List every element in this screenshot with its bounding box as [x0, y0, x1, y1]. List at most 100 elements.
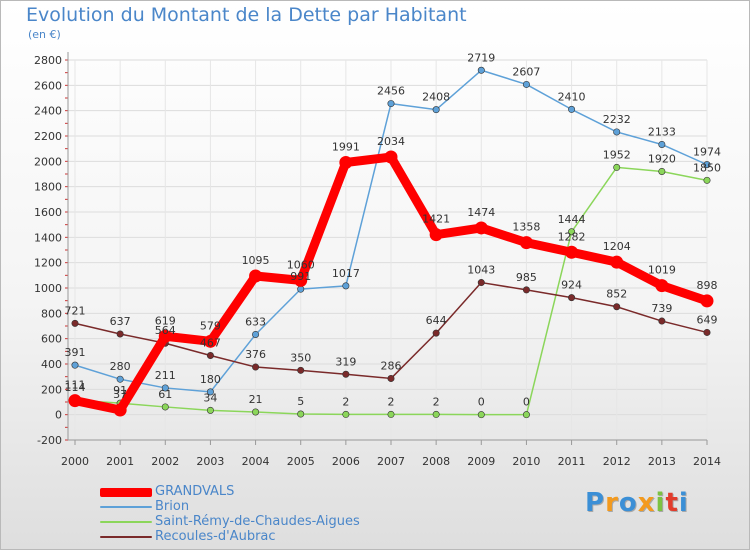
y-tick-label: 200: [41, 383, 62, 396]
data-label: 1060: [287, 258, 315, 271]
y-tick-label: 2400: [34, 105, 62, 118]
data-label: 1019: [648, 264, 676, 277]
data-label: 1991: [332, 140, 360, 153]
y-tick-label: 1000: [34, 282, 62, 295]
data-point: [116, 330, 124, 338]
x-tick-label: 2006: [332, 455, 360, 468]
data-label: 1850: [693, 161, 721, 174]
data-point: [71, 319, 79, 327]
data-point: [252, 330, 260, 338]
x-tick-label: 2010: [512, 455, 540, 468]
data-point: [387, 410, 395, 418]
data-point: [613, 303, 621, 311]
data-point: [252, 363, 260, 371]
data-point: [477, 279, 485, 287]
x-tick-label: 2004: [242, 455, 270, 468]
data-point: [203, 334, 217, 348]
logo-letter: r: [605, 488, 619, 518]
data-label: 0: [478, 396, 485, 409]
data-label: 211: [155, 369, 176, 382]
data-label: 2408: [422, 91, 450, 104]
x-tick-label: 2005: [287, 455, 315, 468]
data-point: [613, 128, 621, 136]
data-point: [249, 269, 263, 283]
data-label: 37: [113, 388, 127, 401]
y-tick-label: 1200: [34, 257, 62, 270]
data-point: [294, 273, 308, 287]
data-label: 319: [335, 355, 356, 368]
y-tick-label: 600: [41, 333, 62, 346]
data-label: 391: [65, 346, 86, 359]
proxiti-logo: Proxiti: [585, 488, 689, 518]
data-point: [703, 328, 711, 336]
data-label: 2410: [558, 90, 586, 103]
data-label: 1358: [512, 221, 540, 234]
data-point: [113, 403, 127, 417]
data-point: [161, 384, 169, 392]
y-tick-label: -200: [37, 434, 62, 447]
data-label: 619: [155, 314, 176, 327]
data-label: 280: [110, 360, 131, 373]
y-tick-label: 2800: [34, 54, 62, 67]
data-label: 2: [388, 395, 395, 408]
data-label: 2133: [648, 125, 676, 138]
data-point: [568, 294, 576, 302]
logo-letter: P: [585, 488, 606, 518]
y-tick-label: 800: [41, 307, 62, 320]
data-point: [522, 80, 530, 88]
data-label: 1952: [603, 148, 631, 161]
data-point: [116, 375, 124, 383]
data-point: [700, 294, 714, 308]
data-point: [387, 100, 395, 108]
data-label: 1920: [648, 152, 676, 165]
data-point: [158, 329, 172, 343]
data-label: 2607: [512, 65, 540, 78]
data-point: [71, 361, 79, 369]
data-label: 111: [65, 379, 86, 392]
x-tick-label: 2012: [603, 455, 631, 468]
y-tick-label: 1400: [34, 231, 62, 244]
data-point: [613, 163, 621, 171]
x-tick-label: 2001: [106, 455, 134, 468]
data-label: 852: [606, 288, 627, 301]
data-label: 1282: [558, 230, 586, 243]
y-tick-label: 2600: [34, 79, 62, 92]
x-tick-label: 2014: [693, 455, 721, 468]
data-point: [568, 228, 576, 236]
y-tick-label: 2200: [34, 130, 62, 143]
data-point: [432, 329, 440, 337]
data-point: [432, 410, 440, 418]
x-tick-label: 2000: [61, 455, 89, 468]
data-point: [429, 228, 443, 242]
data-label: 2456: [377, 85, 405, 98]
data-label: 564: [155, 324, 176, 337]
data-label: 1974: [693, 146, 721, 159]
data-point: [161, 403, 169, 411]
data-point: [342, 370, 350, 378]
data-point: [565, 245, 579, 259]
legend-swatch: [100, 521, 152, 523]
legend-swatch: [100, 536, 152, 538]
data-point: [387, 374, 395, 382]
data-point: [522, 411, 530, 419]
data-point: [206, 388, 214, 396]
data-label: 1421: [422, 213, 450, 226]
data-label: 924: [561, 279, 582, 292]
data-point: [610, 255, 624, 269]
data-point: [658, 140, 666, 148]
data-label: 286: [381, 359, 402, 372]
y-tick-label: 2000: [34, 155, 62, 168]
data-label: 376: [245, 348, 266, 361]
data-label: 1043: [467, 264, 495, 277]
chart-title: Evolution du Montant de la Dette par Hab…: [26, 4, 467, 26]
legend-label: Brion: [155, 499, 190, 514]
data-label: 114: [65, 381, 86, 394]
logo-letter: i: [678, 488, 689, 518]
data-label: 5: [297, 395, 304, 408]
data-label: 649: [697, 313, 718, 326]
data-label: 579: [200, 319, 221, 332]
data-label: 633: [245, 315, 266, 328]
data-point: [655, 279, 669, 293]
